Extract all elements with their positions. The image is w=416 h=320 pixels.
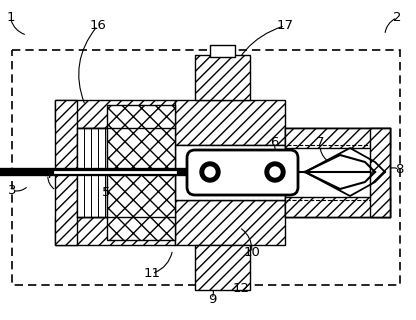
Bar xyxy=(175,145,285,200)
Bar xyxy=(55,100,77,245)
Text: 12: 12 xyxy=(233,282,250,294)
Bar xyxy=(285,197,390,217)
Text: 7: 7 xyxy=(316,136,324,149)
Bar xyxy=(195,55,250,100)
Bar xyxy=(55,100,175,128)
Circle shape xyxy=(270,167,280,177)
Bar xyxy=(175,145,370,200)
Circle shape xyxy=(200,162,220,182)
Bar xyxy=(12,50,400,285)
Circle shape xyxy=(205,167,215,177)
Text: 8: 8 xyxy=(395,163,404,176)
Text: 1: 1 xyxy=(6,11,15,24)
Text: 16: 16 xyxy=(89,19,106,32)
Bar xyxy=(55,217,175,245)
Bar xyxy=(107,105,175,240)
Text: 5: 5 xyxy=(102,186,110,198)
Text: 3: 3 xyxy=(8,184,17,197)
Text: 17: 17 xyxy=(277,19,293,32)
Bar xyxy=(175,100,285,145)
Text: 10: 10 xyxy=(243,246,260,259)
Text: 6: 6 xyxy=(270,136,279,149)
Text: 2: 2 xyxy=(393,11,401,24)
Bar xyxy=(210,45,235,57)
Bar xyxy=(77,128,107,217)
Bar xyxy=(195,245,250,290)
Bar xyxy=(285,128,390,148)
Bar xyxy=(285,128,390,217)
Text: 11: 11 xyxy=(144,267,160,280)
Bar xyxy=(175,200,285,245)
Bar xyxy=(370,128,390,217)
FancyBboxPatch shape xyxy=(187,150,298,195)
Circle shape xyxy=(265,162,285,182)
Text: 4: 4 xyxy=(44,168,52,181)
Text: 9: 9 xyxy=(208,293,216,306)
